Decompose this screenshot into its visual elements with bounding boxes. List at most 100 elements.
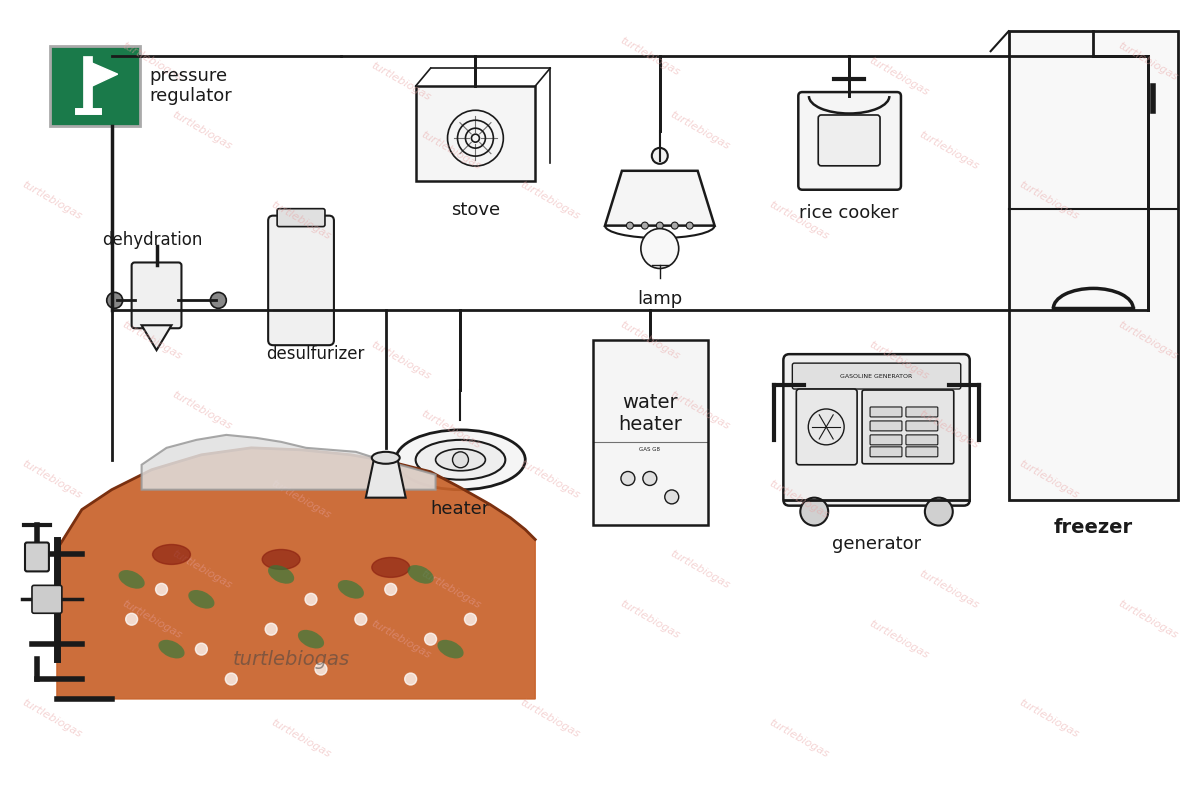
FancyBboxPatch shape (50, 46, 139, 126)
Text: heater: heater (431, 500, 490, 518)
Text: turtlebiogas: turtlebiogas (20, 179, 84, 222)
Text: turtlebiogas: turtlebiogas (1116, 598, 1180, 640)
Text: turtlebiogas: turtlebiogas (20, 698, 84, 740)
Circle shape (404, 673, 416, 685)
Text: turtlebiogas: turtlebiogas (668, 389, 731, 431)
Text: turtlebiogas: turtlebiogas (768, 478, 830, 521)
Text: turtlebiogas: turtlebiogas (270, 199, 332, 242)
Text: turtlebiogas: turtlebiogas (768, 718, 830, 760)
Text: water
heater: water heater (618, 394, 682, 434)
Text: turtlebiogas: turtlebiogas (170, 548, 233, 590)
Circle shape (452, 452, 468, 468)
Circle shape (355, 614, 367, 626)
Text: generator: generator (832, 534, 922, 553)
Circle shape (107, 292, 122, 308)
Circle shape (126, 614, 138, 626)
Text: turtlebiogas: turtlebiogas (1116, 319, 1180, 362)
Ellipse shape (262, 550, 300, 570)
FancyBboxPatch shape (906, 447, 938, 457)
Ellipse shape (298, 630, 324, 649)
FancyBboxPatch shape (862, 390, 954, 464)
Text: turtlebiogas: turtlebiogas (1016, 179, 1080, 222)
FancyBboxPatch shape (798, 92, 901, 190)
Ellipse shape (408, 565, 433, 584)
FancyBboxPatch shape (415, 86, 535, 181)
FancyBboxPatch shape (818, 115, 880, 166)
FancyBboxPatch shape (132, 262, 181, 328)
FancyBboxPatch shape (870, 447, 902, 457)
Text: lamp: lamp (637, 290, 683, 308)
Text: turtlebiogas: turtlebiogas (170, 389, 233, 431)
Text: turtlebiogas: turtlebiogas (120, 40, 184, 82)
FancyBboxPatch shape (268, 216, 334, 345)
Ellipse shape (641, 229, 679, 269)
Circle shape (265, 623, 277, 635)
FancyBboxPatch shape (277, 209, 325, 226)
Ellipse shape (372, 452, 400, 464)
Circle shape (665, 490, 679, 504)
FancyBboxPatch shape (906, 435, 938, 445)
Text: turtlebiogas: turtlebiogas (668, 110, 731, 152)
Circle shape (925, 498, 953, 526)
FancyBboxPatch shape (870, 407, 902, 417)
Ellipse shape (188, 590, 215, 609)
FancyBboxPatch shape (792, 363, 961, 389)
Text: turtlebiogas: turtlebiogas (120, 319, 184, 362)
Ellipse shape (152, 545, 191, 565)
Text: turtlebiogas: turtlebiogas (518, 179, 582, 222)
Circle shape (196, 643, 208, 655)
FancyBboxPatch shape (870, 435, 902, 445)
Text: turtlebiogas: turtlebiogas (419, 568, 482, 610)
Circle shape (652, 148, 667, 164)
Ellipse shape (337, 580, 364, 598)
Text: turtlebiogas: turtlebiogas (917, 130, 980, 172)
Circle shape (385, 583, 397, 595)
Circle shape (305, 594, 317, 606)
Text: turtlebiogas: turtlebiogas (1016, 458, 1080, 501)
Circle shape (800, 498, 828, 526)
Circle shape (425, 633, 437, 645)
Text: rice cooker: rice cooker (799, 204, 899, 222)
Text: turtlebiogas: turtlebiogas (270, 718, 332, 760)
FancyBboxPatch shape (593, 340, 708, 525)
Text: turtlebiogas: turtlebiogas (618, 35, 682, 78)
FancyBboxPatch shape (25, 542, 49, 571)
Text: turtlebiogas: turtlebiogas (370, 618, 432, 660)
Ellipse shape (436, 449, 485, 470)
Text: turtlebiogas: turtlebiogas (419, 409, 482, 451)
Ellipse shape (396, 430, 526, 490)
FancyBboxPatch shape (1008, 31, 1178, 500)
Text: turtlebiogas: turtlebiogas (233, 650, 349, 669)
Ellipse shape (438, 640, 463, 658)
Text: pressure
regulator: pressure regulator (150, 66, 233, 106)
FancyBboxPatch shape (32, 586, 62, 614)
FancyBboxPatch shape (906, 421, 938, 431)
Text: desulfurizer: desulfurizer (266, 345, 365, 363)
Text: turtlebiogas: turtlebiogas (868, 618, 930, 660)
Polygon shape (605, 170, 715, 226)
Text: turtlebiogas: turtlebiogas (917, 568, 980, 610)
Text: turtlebiogas: turtlebiogas (1016, 698, 1080, 740)
Circle shape (226, 673, 238, 685)
Text: turtlebiogas: turtlebiogas (170, 110, 233, 152)
Text: turtlebiogas: turtlebiogas (618, 598, 682, 640)
Text: freezer: freezer (1054, 518, 1133, 537)
Text: turtlebiogas: turtlebiogas (370, 60, 432, 102)
Ellipse shape (119, 570, 145, 589)
Text: turtlebiogas: turtlebiogas (1116, 40, 1180, 82)
Text: turtlebiogas: turtlebiogas (20, 458, 84, 501)
Text: turtlebiogas: turtlebiogas (120, 598, 184, 640)
Text: stove: stove (451, 201, 500, 218)
Text: turtlebiogas: turtlebiogas (370, 339, 432, 382)
FancyBboxPatch shape (797, 389, 857, 465)
Circle shape (464, 614, 476, 626)
Text: GASOLINE GENERATOR: GASOLINE GENERATOR (840, 374, 913, 378)
Text: turtlebiogas: turtlebiogas (270, 478, 332, 521)
Circle shape (156, 583, 168, 595)
Circle shape (656, 222, 664, 229)
Polygon shape (142, 435, 436, 490)
Polygon shape (88, 61, 118, 88)
Text: turtlebiogas: turtlebiogas (917, 409, 980, 451)
Ellipse shape (158, 640, 185, 658)
Text: turtlebiogas: turtlebiogas (518, 458, 582, 501)
